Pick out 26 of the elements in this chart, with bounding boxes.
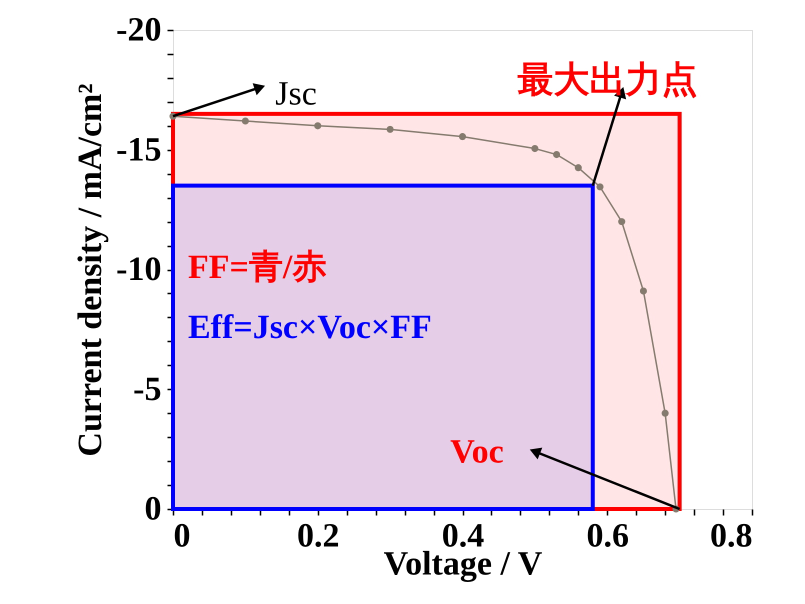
x-tick-label: 0 <box>174 518 190 554</box>
point <box>662 410 669 417</box>
point <box>618 218 626 226</box>
y-tick-label: 0 <box>144 490 162 528</box>
y-tick-label: -5 <box>133 370 162 408</box>
point <box>386 126 394 133</box>
annotation: Jsc <box>275 76 317 113</box>
point <box>640 288 647 295</box>
point <box>242 117 249 125</box>
x-tick-label: 0.2 <box>297 518 340 554</box>
point <box>458 133 466 140</box>
point <box>314 122 322 130</box>
annotation: FF=青/赤 <box>188 249 326 286</box>
point <box>574 164 582 172</box>
annotation: Eff=Jsc×Voc×FF <box>188 309 432 346</box>
point <box>531 145 538 152</box>
point <box>596 183 604 190</box>
x-tick-label: 0.6 <box>586 518 629 554</box>
y-tick-label: -20 <box>116 12 162 48</box>
y-tick-label: -15 <box>116 131 162 168</box>
point <box>553 151 560 158</box>
annotation: Voc <box>450 434 504 471</box>
x-tick-label: 0.8 <box>710 518 752 554</box>
y-tick-label: -10 <box>116 251 162 288</box>
y-axis-title: Current density / mA/cm² <box>72 83 110 457</box>
annotation: 最大出力点 <box>517 59 698 100</box>
